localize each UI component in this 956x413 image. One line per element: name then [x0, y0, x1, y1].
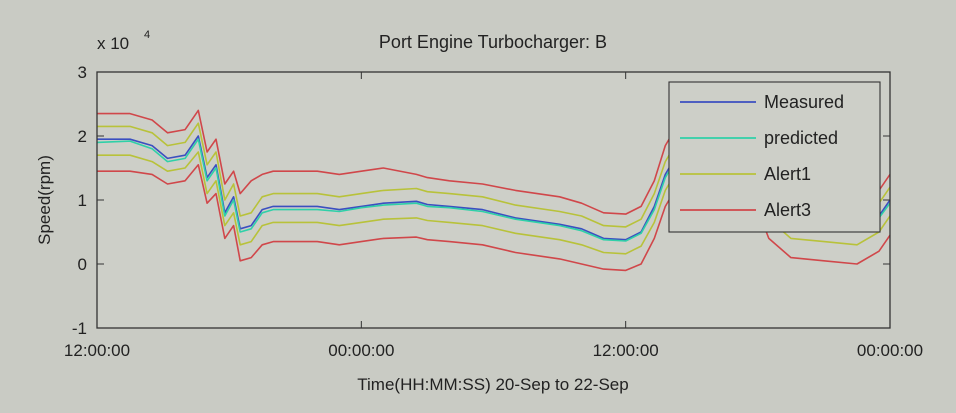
legend: Measured predicted Alert1 Alert3 [668, 81, 881, 233]
x-tick-label-3: 00:00:00 [857, 341, 923, 360]
legend-label-3: Alert3 [764, 200, 811, 220]
y-multiplier-exponent: 4 [144, 29, 150, 41]
y-tick-label-4: 3 [78, 63, 87, 82]
legend-box [668, 81, 881, 233]
y-multiplier: x 10 [97, 34, 129, 53]
legend-label-2: Alert1 [764, 164, 811, 184]
y-tick-label-1: 0 [78, 255, 87, 274]
y-axis-label: Speed(rpm) [35, 155, 54, 245]
x-axis-label: Time(HH:MM:SS) 20-Sep to 22-Sep [357, 375, 628, 394]
x-tick-label-2: 12:00:00 [593, 341, 659, 360]
y-tick-label-2: 1 [78, 191, 87, 210]
y-tick-label-0: -1 [72, 319, 87, 338]
ticks-layer: 12:00:00 00:00:00 12:00:00 00:00:00 -1 0 1 2 3 [64, 63, 923, 360]
legend-label-1: predicted [764, 128, 838, 148]
chart-title: Port Engine Turbocharger: B [379, 32, 607, 52]
y-tick-label-3: 2 [78, 127, 87, 146]
x-tick-label-1: 00:00:00 [328, 341, 394, 360]
legend-label-0: Measured [764, 92, 844, 112]
x-tick-label-0: 12:00:00 [64, 341, 130, 360]
